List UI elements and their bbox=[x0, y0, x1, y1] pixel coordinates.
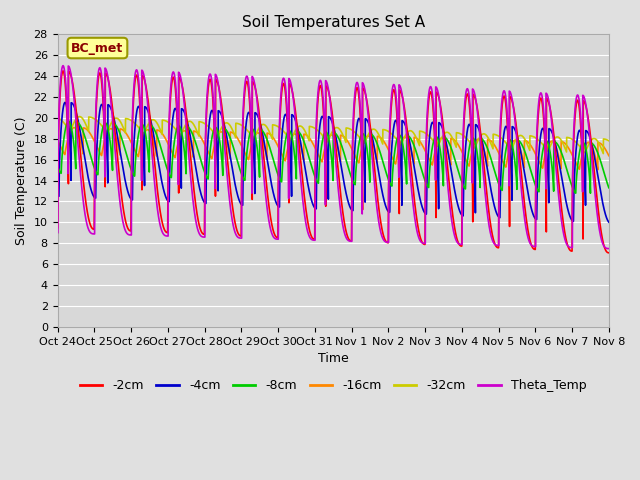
-32cm bbox=[605, 138, 612, 144]
-2cm bbox=[605, 250, 612, 256]
-2cm bbox=[54, 225, 61, 230]
Line: -32cm: -32cm bbox=[58, 117, 609, 154]
-2cm bbox=[553, 158, 561, 164]
-32cm bbox=[172, 127, 180, 132]
Line: -8cm: -8cm bbox=[58, 121, 609, 193]
-16cm bbox=[605, 153, 612, 158]
Theta_Temp bbox=[208, 77, 216, 83]
-2cm bbox=[208, 83, 216, 89]
Theta_Temp bbox=[605, 246, 612, 252]
-32cm bbox=[397, 142, 404, 147]
-32cm bbox=[600, 151, 607, 156]
-32cm bbox=[76, 114, 83, 120]
Title: Soil Temperatures Set A: Soil Temperatures Set A bbox=[242, 15, 425, 30]
-2cm bbox=[387, 108, 395, 113]
-16cm bbox=[172, 151, 180, 156]
-8cm bbox=[387, 182, 395, 188]
Line: Theta_Temp: Theta_Temp bbox=[58, 66, 609, 249]
-8cm bbox=[553, 140, 561, 146]
Legend: -2cm, -4cm, -8cm, -16cm, -32cm, Theta_Temp: -2cm, -4cm, -8cm, -16cm, -32cm, Theta_Te… bbox=[75, 374, 591, 397]
-4cm bbox=[397, 158, 404, 164]
-8cm bbox=[65, 119, 72, 124]
Text: BC_met: BC_met bbox=[71, 42, 124, 55]
Line: -2cm: -2cm bbox=[58, 71, 609, 253]
Theta_Temp bbox=[387, 100, 395, 106]
-2cm bbox=[605, 250, 612, 256]
-4cm bbox=[605, 219, 612, 225]
-32cm bbox=[387, 131, 395, 136]
Line: -16cm: -16cm bbox=[58, 128, 609, 170]
-16cm bbox=[397, 140, 404, 145]
-32cm bbox=[54, 114, 61, 120]
-8cm bbox=[587, 190, 595, 196]
Theta_Temp bbox=[553, 171, 561, 177]
-16cm bbox=[387, 152, 395, 158]
-8cm bbox=[208, 137, 216, 143]
Theta_Temp bbox=[60, 63, 67, 69]
-2cm bbox=[397, 88, 404, 94]
-4cm bbox=[54, 192, 61, 198]
Y-axis label: Soil Temperature (C): Soil Temperature (C) bbox=[15, 116, 28, 245]
-16cm bbox=[208, 156, 216, 161]
-4cm bbox=[387, 158, 395, 164]
-32cm bbox=[605, 138, 612, 144]
-4cm bbox=[172, 106, 180, 112]
-4cm bbox=[61, 99, 69, 105]
Line: -4cm: -4cm bbox=[58, 102, 609, 222]
-8cm bbox=[605, 185, 612, 191]
-2cm bbox=[172, 91, 180, 96]
Theta_Temp bbox=[605, 246, 612, 252]
-8cm bbox=[54, 164, 61, 169]
-32cm bbox=[553, 134, 561, 140]
-16cm bbox=[70, 125, 78, 131]
-8cm bbox=[397, 133, 404, 139]
-16cm bbox=[553, 146, 561, 152]
-16cm bbox=[594, 167, 602, 173]
-4cm bbox=[553, 146, 561, 152]
-4cm bbox=[208, 108, 216, 114]
Theta_Temp bbox=[172, 84, 180, 89]
-8cm bbox=[605, 184, 612, 190]
-2cm bbox=[60, 68, 67, 74]
Theta_Temp bbox=[54, 230, 61, 236]
Theta_Temp bbox=[397, 85, 404, 91]
-32cm bbox=[208, 127, 216, 133]
-4cm bbox=[605, 219, 612, 225]
-8cm bbox=[172, 130, 180, 136]
-16cm bbox=[54, 137, 61, 143]
-16cm bbox=[605, 153, 612, 158]
X-axis label: Time: Time bbox=[318, 352, 349, 365]
